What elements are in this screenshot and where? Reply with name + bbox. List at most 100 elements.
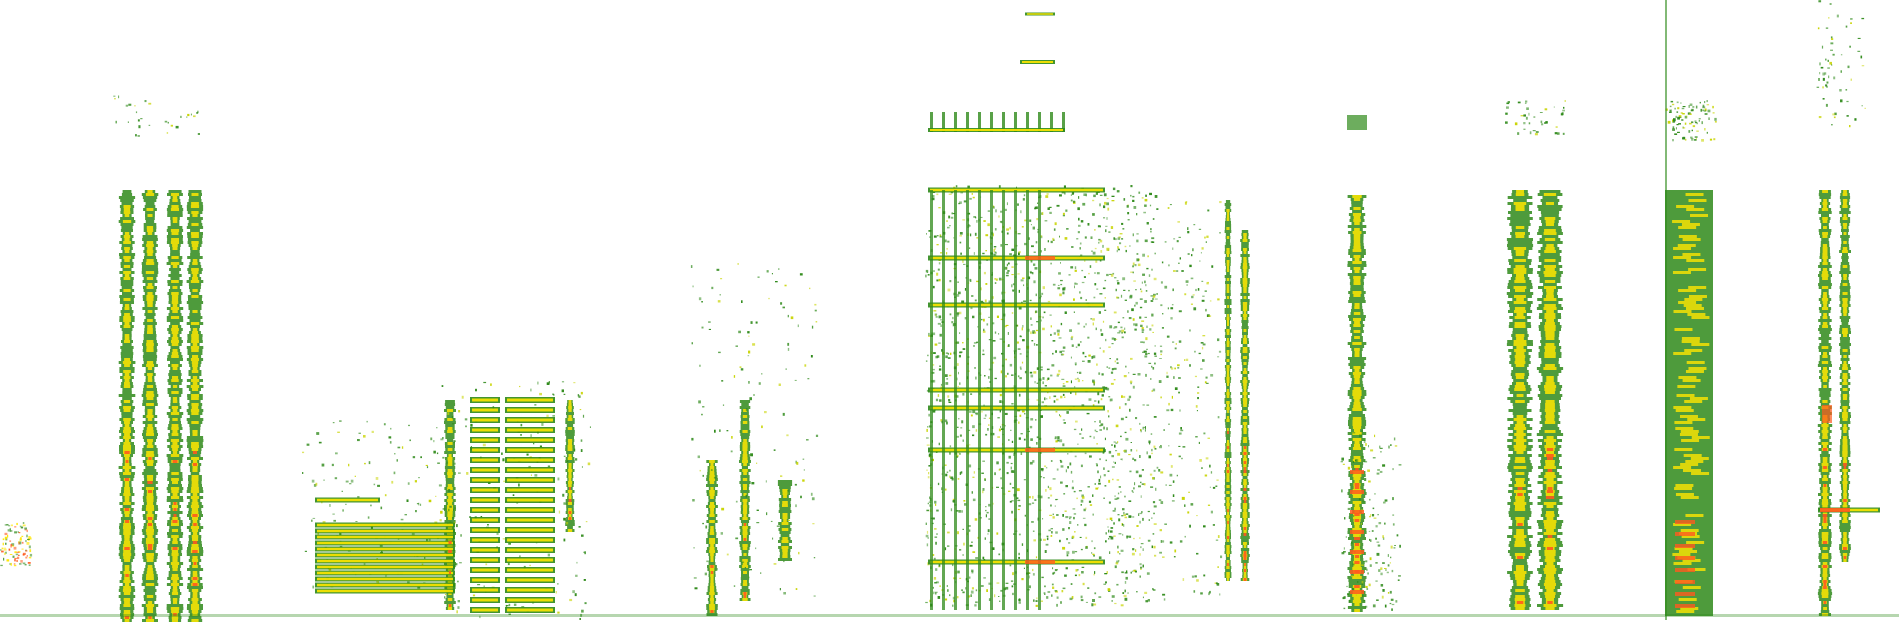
noise-dot	[1343, 547, 1345, 550]
vertical-streak	[1347, 195, 1367, 612]
noise-dot	[1207, 437, 1210, 439]
noise-dot	[1113, 311, 1117, 314]
streak-edge	[1242, 344, 1248, 347]
streak-core	[124, 322, 130, 325]
noise-dot	[1011, 284, 1013, 288]
noise-dot	[1113, 379, 1116, 381]
streak-edge	[1224, 398, 1232, 401]
noise-dot	[475, 388, 477, 392]
streak-core	[171, 478, 179, 481]
noise-dot	[1034, 267, 1038, 270]
streak-core	[1352, 576, 1362, 579]
streak-core	[709, 547, 715, 550]
streak-core	[1514, 388, 1526, 391]
noise-dot	[1041, 401, 1044, 404]
noise-dot	[939, 234, 942, 237]
noise-dot	[1361, 581, 1364, 584]
streak-core	[1227, 338, 1229, 341]
noise-dot	[1201, 467, 1203, 469]
noise-dot	[926, 509, 930, 512]
noise-dot	[12, 545, 14, 547]
streak-core	[1516, 415, 1524, 418]
noise-dot	[1359, 434, 1362, 438]
noise-dot	[1392, 523, 1395, 526]
streak-core	[1242, 506, 1248, 509]
noise-dot	[1343, 596, 1346, 599]
noise-dot	[1216, 479, 1219, 481]
noise-dot	[1210, 471, 1213, 474]
noise-dot	[1050, 494, 1053, 497]
noise-dot	[933, 591, 935, 595]
noise-dot	[22, 524, 26, 527]
noise-dot	[472, 594, 476, 597]
noise-dot	[0, 549, 2, 551]
noise-dot	[9, 528, 11, 532]
noise-dot	[962, 348, 966, 350]
noise-dot	[541, 422, 544, 426]
streak-edge	[1351, 339, 1363, 342]
noise-dot	[1060, 353, 1064, 356]
streak-edge	[740, 433, 750, 436]
streak-core	[1515, 595, 1525, 598]
streak-edge	[120, 262, 134, 265]
noise-dot	[986, 323, 989, 326]
noise-dot	[1135, 417, 1138, 420]
streak-edge	[740, 475, 750, 478]
noise-dot	[941, 349, 943, 352]
noise-dot	[13, 564, 17, 567]
streak-core	[1353, 276, 1361, 279]
noise-dot	[814, 303, 817, 306]
noise-dot	[939, 585, 941, 587]
vertical-streak	[1224, 200, 1232, 581]
noise-dot	[1161, 540, 1165, 543]
streak-edge	[739, 400, 751, 403]
noise-dot	[1172, 494, 1175, 497]
noise-dot	[380, 506, 383, 510]
noise-dot	[1108, 346, 1111, 348]
noise-dot	[1023, 438, 1026, 441]
noise-dot	[1006, 271, 1009, 275]
streak-core	[568, 403, 572, 406]
streak-core	[191, 232, 199, 235]
noise-dot	[384, 494, 387, 497]
streak-core	[147, 301, 153, 304]
noise-dot	[1004, 325, 1007, 328]
noise-dot	[1064, 237, 1068, 240]
streak-edge	[1224, 308, 1232, 311]
noise-dot	[1053, 332, 1056, 335]
streak-core	[1515, 478, 1525, 481]
streak-core	[1243, 248, 1247, 251]
streak-edge	[188, 616, 202, 619]
streak-core	[710, 526, 714, 529]
streak-edge	[122, 505, 132, 508]
noise-dot	[1159, 551, 1162, 554]
noise-dot	[958, 311, 962, 315]
streak-core	[447, 427, 453, 430]
noise-dot	[406, 499, 409, 502]
noise-dot	[975, 429, 978, 432]
noise-dot	[1343, 607, 1346, 610]
noise-dot	[960, 252, 962, 255]
noise-dot	[1047, 378, 1050, 380]
noise-dot	[1067, 466, 1069, 469]
noise-dot	[144, 100, 147, 103]
streak-edge	[445, 406, 455, 409]
noise-dot	[1178, 445, 1181, 447]
noise-dot	[959, 577, 962, 579]
noise-dot	[1197, 397, 1199, 400]
noise-dot	[1044, 248, 1046, 251]
noise-dot	[1113, 441, 1116, 443]
streak-core	[124, 337, 130, 340]
noise-dot	[1000, 425, 1002, 428]
noise-dot	[963, 200, 967, 203]
streak-core	[1515, 250, 1525, 253]
noise-dot	[1364, 460, 1368, 463]
noise-dot	[1211, 265, 1214, 268]
streak-core	[191, 535, 199, 538]
streak-core	[191, 445, 199, 448]
streak-core	[146, 559, 154, 562]
noise-dot	[1033, 599, 1035, 602]
noise-dot	[998, 277, 1002, 281]
noise-dot	[1101, 373, 1104, 376]
streak-core	[146, 532, 154, 535]
